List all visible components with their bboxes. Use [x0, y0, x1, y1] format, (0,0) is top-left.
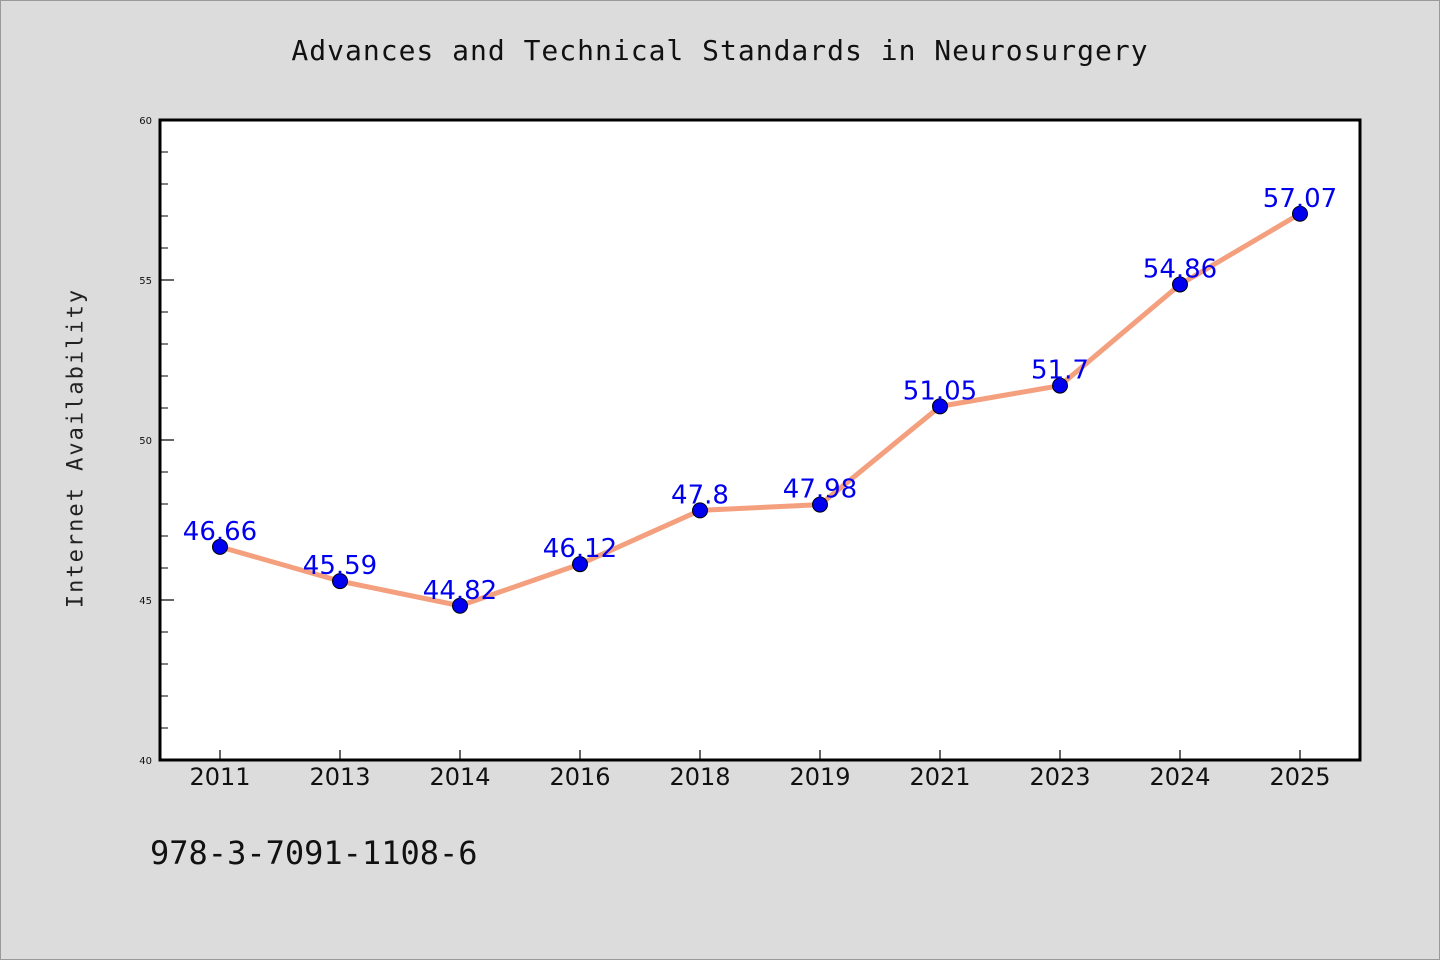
x-tick-label: 2016 — [549, 763, 610, 791]
chart-title: Advances and Technical Standards in Neur… — [291, 34, 1149, 67]
plot-area — [158, 118, 1362, 762]
data-labels: 46.66 45.59 44.82 46.12 47.8 47.98 51.05 51.7 54… — [183, 184, 1337, 606]
x-tick-label: 2025 — [1269, 763, 1330, 791]
data-point — [812, 496, 828, 513]
x-tick-label: 2011 — [189, 763, 250, 791]
x-tick-label: 2014 — [429, 763, 490, 791]
data-label: 46.12 — [543, 534, 617, 564]
data-label: 51.05 — [903, 376, 977, 406]
series-lines — [217, 211, 1303, 609]
data-point — [692, 502, 708, 519]
data-point — [212, 538, 228, 555]
footer-code: 978-3-7091-1108-6 — [150, 834, 478, 872]
series-markers — [212, 205, 1308, 614]
data-point — [1052, 377, 1068, 394]
data-point — [572, 556, 588, 573]
x-tick-label: 2013 — [309, 763, 370, 791]
x-tick-label: 2024 — [1149, 763, 1210, 791]
x-ticks: 2011 2013 2014 2016 2018 2019 2021 2023 2024 2025 — [189, 750, 1331, 791]
data-label: 44.82 — [423, 576, 497, 606]
data-label: 47.8 — [671, 480, 729, 510]
data-label: 45.59 — [303, 551, 377, 581]
x-tick-label: 2018 — [669, 763, 730, 791]
y-ticks: 40 45 50 55 60 — [139, 116, 174, 767]
y-tick-label: 40 — [139, 756, 152, 767]
data-label: 57.07 — [1263, 184, 1337, 214]
data-label: 54.86 — [1143, 254, 1217, 284]
y-tick-label: 60 — [139, 116, 152, 127]
y-tick-label: 50 — [139, 436, 152, 447]
data-point — [1292, 205, 1308, 222]
data-label: 46.66 — [183, 517, 257, 547]
y-tick-label: 45 — [139, 596, 152, 607]
data-point — [932, 398, 948, 415]
data-label: 51.7 — [1031, 356, 1089, 386]
data-point — [1172, 276, 1188, 293]
y-tick-label: 55 — [139, 276, 152, 287]
series-line — [217, 211, 1303, 609]
x-tick-label: 2021 — [909, 763, 970, 791]
x-tick-label: 2023 — [1029, 763, 1090, 791]
data-point — [332, 573, 348, 590]
data-point — [452, 597, 468, 614]
data-label: 47.98 — [783, 475, 857, 505]
x-tick-label: 2019 — [789, 763, 850, 791]
